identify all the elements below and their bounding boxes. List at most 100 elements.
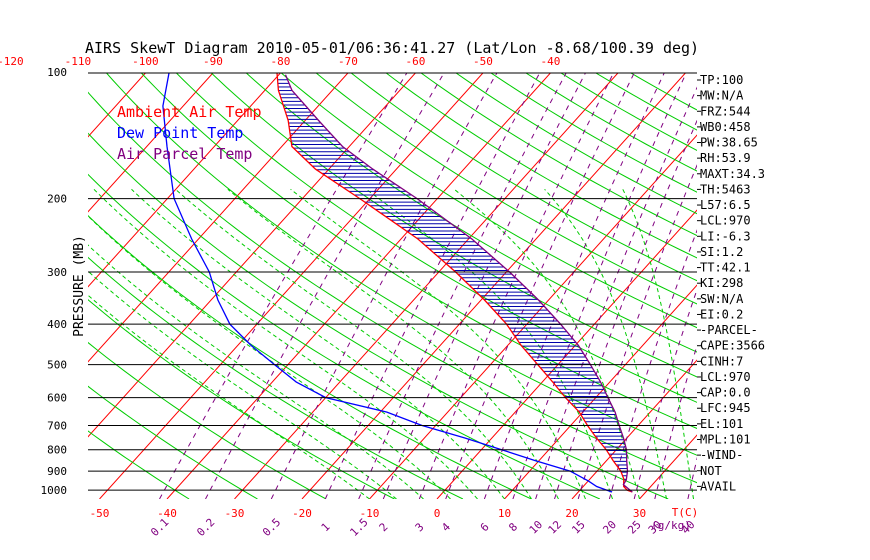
mixing-ratio-line bbox=[633, 288, 697, 499]
index-label: LFC:945 bbox=[700, 401, 751, 415]
dry-adiabat-line bbox=[280, 73, 697, 329]
isotherm-line bbox=[99, 73, 484, 499]
index-label: MW:N/A bbox=[700, 89, 744, 103]
y-axis-label: PRESSURE (MB) bbox=[72, 235, 87, 337]
dry-adiabat-line bbox=[106, 73, 697, 456]
mixing-ratio-line bbox=[270, 73, 498, 499]
pressure-tick-label: 400 bbox=[47, 318, 67, 331]
dry-adiabat-line bbox=[88, 91, 697, 484]
moist-adiabat-line bbox=[93, 188, 478, 499]
isotherm-line bbox=[88, 73, 281, 288]
index-label: -PARCEL- bbox=[700, 323, 758, 337]
mixing-ratio-tick-label: 10 bbox=[527, 518, 546, 537]
mixing-ratio-line bbox=[577, 164, 697, 499]
dry-adiabat-line bbox=[210, 73, 697, 378]
isotherm-line bbox=[88, 73, 349, 363]
isotherm-line bbox=[775, 73, 870, 499]
top-temp-tick-label: -50 bbox=[473, 55, 493, 68]
moist-adiabat-line bbox=[227, 188, 559, 499]
index-label: CAPE:3566 bbox=[700, 339, 765, 353]
index-label: -WIND- bbox=[700, 448, 743, 462]
bottom-temp-tick-label: -30 bbox=[225, 507, 245, 520]
top-temp-tick-label: -70 bbox=[338, 55, 358, 68]
mixing-ratio-tick-label: 3 bbox=[413, 520, 427, 534]
pressure-tick-label: 700 bbox=[47, 420, 67, 433]
legend-entry: Air Parcel Temp bbox=[117, 145, 252, 163]
top-temp-tick-label: -60 bbox=[405, 55, 425, 68]
pressure-tick-label: 900 bbox=[47, 465, 67, 478]
bottom-temp-tick-label: 30 bbox=[633, 507, 646, 520]
mixing-ratio-tick-label: 8 bbox=[506, 520, 520, 534]
bottom-temp-tick-label: 10 bbox=[498, 507, 511, 520]
index-label: LCL:970 bbox=[700, 214, 751, 228]
mixing-ratio-tick-label: 0.5 bbox=[260, 516, 283, 539]
chart-title: AIRS SkewT Diagram 2010-05-01/06:36:41.2… bbox=[85, 39, 699, 57]
isotherm-line bbox=[436, 209, 697, 499]
top-temp-tick-label: -80 bbox=[270, 55, 290, 68]
mixing-ratio-tick-label: 12 bbox=[546, 518, 565, 537]
pressure-tick-label: 100 bbox=[47, 66, 67, 79]
moist-adiabat-line bbox=[88, 270, 397, 499]
top-temp-tick-label: -40 bbox=[540, 55, 560, 68]
mixing-ratio-tick-label: 15 bbox=[569, 518, 588, 537]
index-label: LCL:970 bbox=[700, 370, 751, 384]
index-label: TH:5463 bbox=[700, 182, 751, 196]
isobar-lines bbox=[88, 72, 697, 491]
isotherm-line bbox=[504, 284, 697, 499]
pressure-tick-label: 500 bbox=[47, 359, 67, 372]
mixing-ratio-line bbox=[554, 119, 697, 499]
top-temp-tick-label: -120 bbox=[0, 55, 24, 68]
legend-entry: Dew Point Temp bbox=[117, 124, 243, 142]
cape-hatching bbox=[277, 79, 631, 491]
pressure-tick-label: 600 bbox=[47, 392, 67, 405]
mixing-ratio-unit-label: (g/kg) bbox=[651, 519, 691, 532]
isotherm-line bbox=[0, 73, 10, 499]
index-label: PW:38.65 bbox=[700, 136, 758, 150]
bottom-temp-tick-label: 0 bbox=[434, 507, 441, 520]
top-temp-tick-label: -110 bbox=[65, 55, 92, 68]
dry-adiabat-line bbox=[350, 73, 697, 282]
index-label: NOT bbox=[700, 464, 722, 478]
mixing-ratio-line bbox=[418, 73, 614, 499]
legend-entry: Ambient Air Temp bbox=[117, 103, 262, 121]
mixing-ratio-line bbox=[483, 73, 665, 499]
dry-adiabat-line bbox=[88, 132, 669, 499]
dry-adiabat-line bbox=[88, 214, 532, 499]
bottom-temp-tick-label: 20 bbox=[565, 507, 578, 520]
moist-adiabat-line bbox=[88, 215, 451, 499]
moist-adiabat-line bbox=[366, 188, 613, 499]
isotherm-line bbox=[0, 73, 78, 499]
mixing-ratio-line bbox=[535, 86, 697, 499]
mixing-ratio-tick-label: 1 bbox=[319, 520, 333, 534]
ambient-temp-line bbox=[276, 73, 633, 493]
dry-adiabat-line bbox=[420, 73, 697, 237]
dry-adiabat-line bbox=[560, 73, 697, 151]
mixing-ratio-tick-label: 25 bbox=[625, 518, 644, 537]
dry-adiabat-line bbox=[315, 73, 697, 305]
index-label: WB0:458 bbox=[700, 120, 751, 134]
dry-adiabat-line bbox=[245, 73, 697, 353]
top-temp-tick-label: -100 bbox=[132, 55, 159, 68]
isotherm-line bbox=[166, 73, 551, 499]
dry-adiabat-line bbox=[88, 173, 601, 499]
grid-lines bbox=[0, 73, 870, 499]
legend: Ambient Air Temp Dew Point Temp Air Parcel… bbox=[117, 103, 262, 163]
pressure-tick-label: 800 bbox=[47, 444, 67, 457]
bottom-temp-tick-label: -50 bbox=[90, 507, 110, 520]
index-label: FRZ:544 bbox=[700, 104, 751, 118]
index-label: KI:298 bbox=[700, 276, 743, 290]
mixing-ratio-line bbox=[382, 73, 586, 499]
index-label: TT:42.1 bbox=[700, 261, 751, 275]
dry-adiabat-line bbox=[455, 73, 697, 215]
mixing-ratio-line bbox=[159, 73, 408, 499]
index-label: SW:N/A bbox=[700, 292, 744, 306]
pressure-tick-label: 1000 bbox=[41, 484, 68, 497]
index-label: L57:6.5 bbox=[700, 198, 751, 212]
mixing-ratio-line bbox=[205, 73, 445, 499]
index-label: RH:53.9 bbox=[700, 151, 751, 165]
dry-adiabat-line bbox=[88, 385, 258, 499]
isotherm-line bbox=[88, 73, 416, 438]
isotherm-line bbox=[88, 73, 214, 213]
